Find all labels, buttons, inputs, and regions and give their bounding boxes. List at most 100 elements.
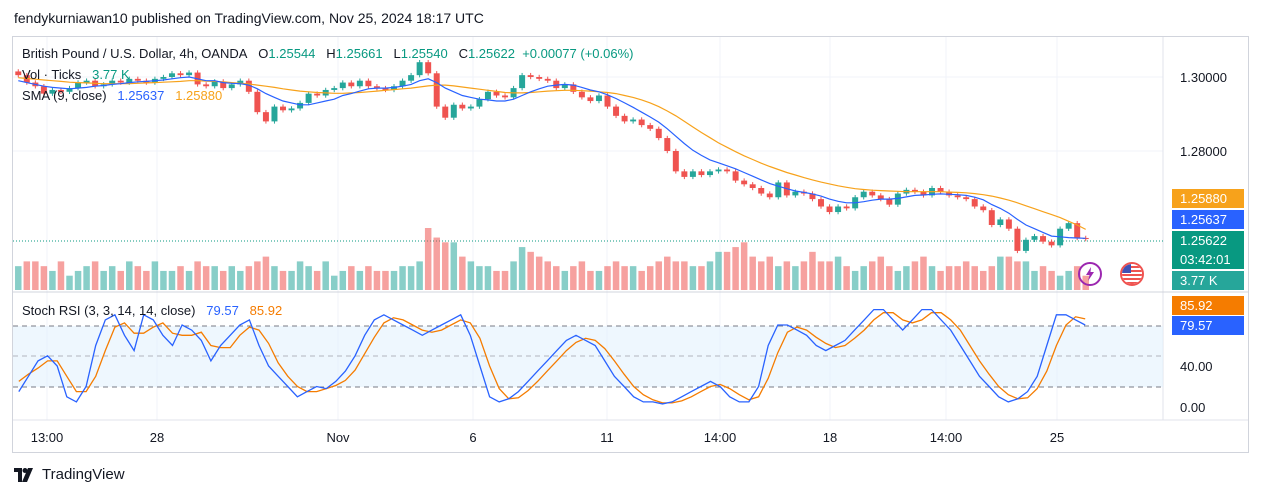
candle-body [459, 104, 466, 109]
candle-body [476, 99, 483, 107]
volume-bar [920, 256, 927, 290]
candle-body [314, 93, 321, 96]
candle-body [271, 106, 278, 122]
volume-bar [279, 270, 287, 290]
candle-body [391, 86, 398, 90]
candle-body [587, 97, 594, 102]
high-value: 1.25661 [335, 46, 383, 61]
candle-body [578, 91, 585, 98]
volume-bar [373, 270, 381, 290]
volume-bar [493, 270, 500, 290]
low-value: 1.25540 [400, 46, 448, 61]
volume-bar [877, 256, 885, 290]
candle-body [237, 80, 244, 85]
volume-bar [313, 270, 321, 290]
candle-body [228, 84, 235, 89]
stoch-tick-label: 0.00 [1180, 400, 1205, 415]
stoch-d-tag: 85.92 [1172, 296, 1244, 315]
volume-bar [416, 261, 423, 290]
volume-bar [49, 270, 56, 290]
volume-bar [638, 270, 645, 290]
candle-body [536, 77, 543, 79]
time-tick-label: 18 [823, 430, 837, 445]
tradingview-logo[interactable]: TradingView [14, 466, 125, 483]
volume-bar [339, 270, 347, 290]
published-by: fendykurniawan10 published on TradingVie… [14, 10, 484, 26]
volume-bar [928, 266, 936, 290]
candle-body [894, 193, 901, 205]
stoch-tick-label: 40.00 [1180, 359, 1213, 374]
volume-bar [962, 261, 970, 290]
volume-bar [245, 266, 253, 290]
candle-body [655, 128, 662, 139]
candle-body [220, 81, 227, 89]
stoch-d-line [18, 312, 1086, 404]
volume-bar [587, 270, 594, 290]
us-flag-button[interactable] [1120, 262, 1144, 286]
candle-body [621, 115, 628, 122]
volume-bar [860, 266, 867, 290]
candle-body [519, 75, 526, 89]
volume-bar [997, 256, 1004, 290]
volume-bar [151, 261, 159, 290]
volume-bar [749, 256, 756, 290]
volume-tag: 3.77 K [1172, 271, 1244, 290]
volume-bar [681, 261, 688, 290]
candle-body [109, 80, 116, 85]
candle-body [937, 188, 944, 192]
lightning-button[interactable] [1078, 262, 1102, 286]
stoch-k-tag: 79.57 [1172, 316, 1244, 335]
volume-bar [66, 275, 73, 290]
volume-bar [655, 261, 662, 290]
candle-body [305, 93, 312, 103]
volume-bar [672, 261, 680, 290]
candle-body [570, 84, 577, 92]
candle-body [869, 191, 876, 196]
candle-body [613, 106, 620, 116]
volume-bar [390, 270, 398, 290]
volume-bar [595, 270, 603, 290]
volume-bar [365, 266, 372, 290]
candle-body [126, 78, 133, 83]
volume-bar [621, 266, 628, 290]
volume-bar [211, 266, 218, 290]
us-flag-icon [1122, 264, 1142, 284]
volume-bar [553, 266, 560, 290]
ohlc-legend: British Pound / U.S. Dollar, 4h, OANDA O… [22, 46, 634, 61]
time-tick-label: 14:00 [930, 430, 963, 445]
volume-bar [766, 256, 774, 290]
volume-bar [143, 270, 150, 290]
volume-bar [826, 261, 833, 290]
volume-bar [57, 261, 65, 290]
time-tick-label: Nov [326, 430, 350, 445]
candle-body [1040, 236, 1047, 242]
volume-bar [330, 275, 338, 290]
candle-body [732, 171, 739, 181]
candle-body [553, 80, 560, 89]
candle-body [117, 80, 124, 83]
volume-bar [544, 261, 551, 290]
volume-bar [91, 261, 99, 290]
time-tick-label: 14:00 [704, 430, 737, 445]
candle-body [792, 191, 799, 196]
candle-body [775, 182, 782, 198]
candle-body [134, 78, 141, 81]
volume-bar [83, 266, 90, 290]
candle-body [450, 104, 457, 118]
candle-body [416, 62, 423, 76]
chart-frame[interactable] [12, 36, 1249, 453]
sma-label: SMA (9, close) [22, 88, 107, 103]
volume-bar [578, 261, 586, 290]
volume-bar [117, 270, 124, 290]
candle-body [40, 86, 47, 94]
volume-bar [903, 266, 910, 290]
candle-body [484, 91, 491, 100]
volume-bar [1048, 270, 1055, 290]
candle-body [758, 188, 765, 194]
candle-body [604, 95, 611, 107]
candle-body [809, 193, 816, 200]
candle-body [425, 62, 432, 74]
volume-bar [894, 270, 902, 290]
candle-body [365, 80, 372, 87]
